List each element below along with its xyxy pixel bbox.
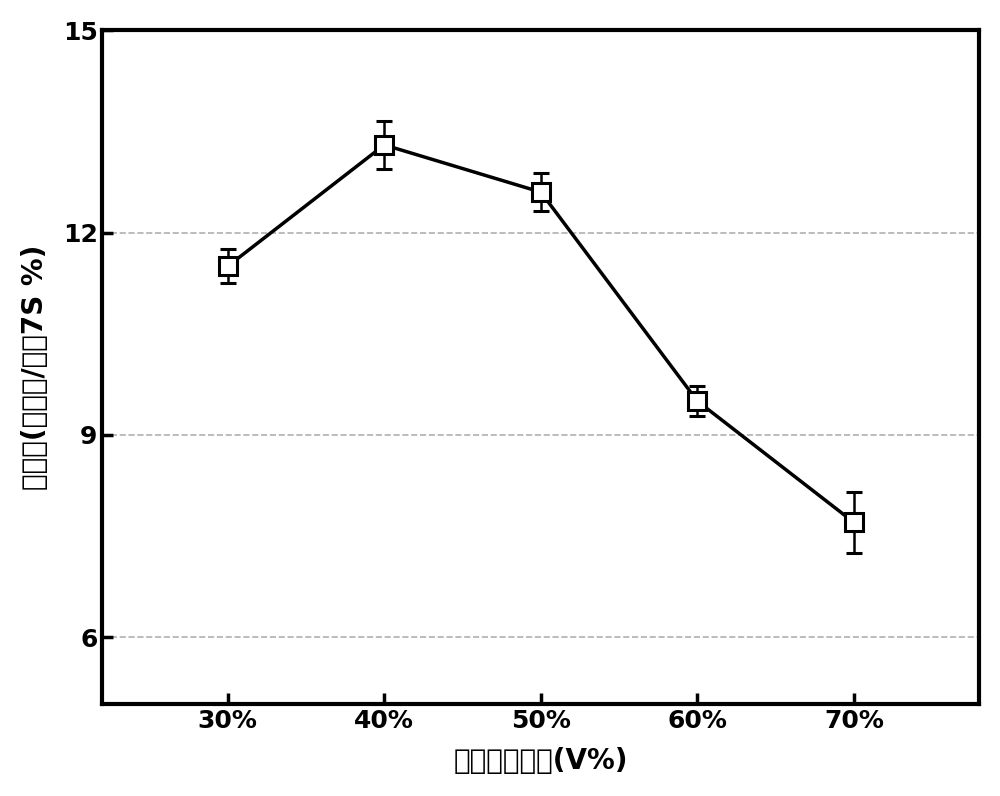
Y-axis label: 荷载量(姜黄素/大豁7S %): 荷载量(姜黄素/大豁7S %): [21, 244, 49, 490]
X-axis label: 乙醇体积分数(V%): 乙醇体积分数(V%): [454, 747, 628, 775]
